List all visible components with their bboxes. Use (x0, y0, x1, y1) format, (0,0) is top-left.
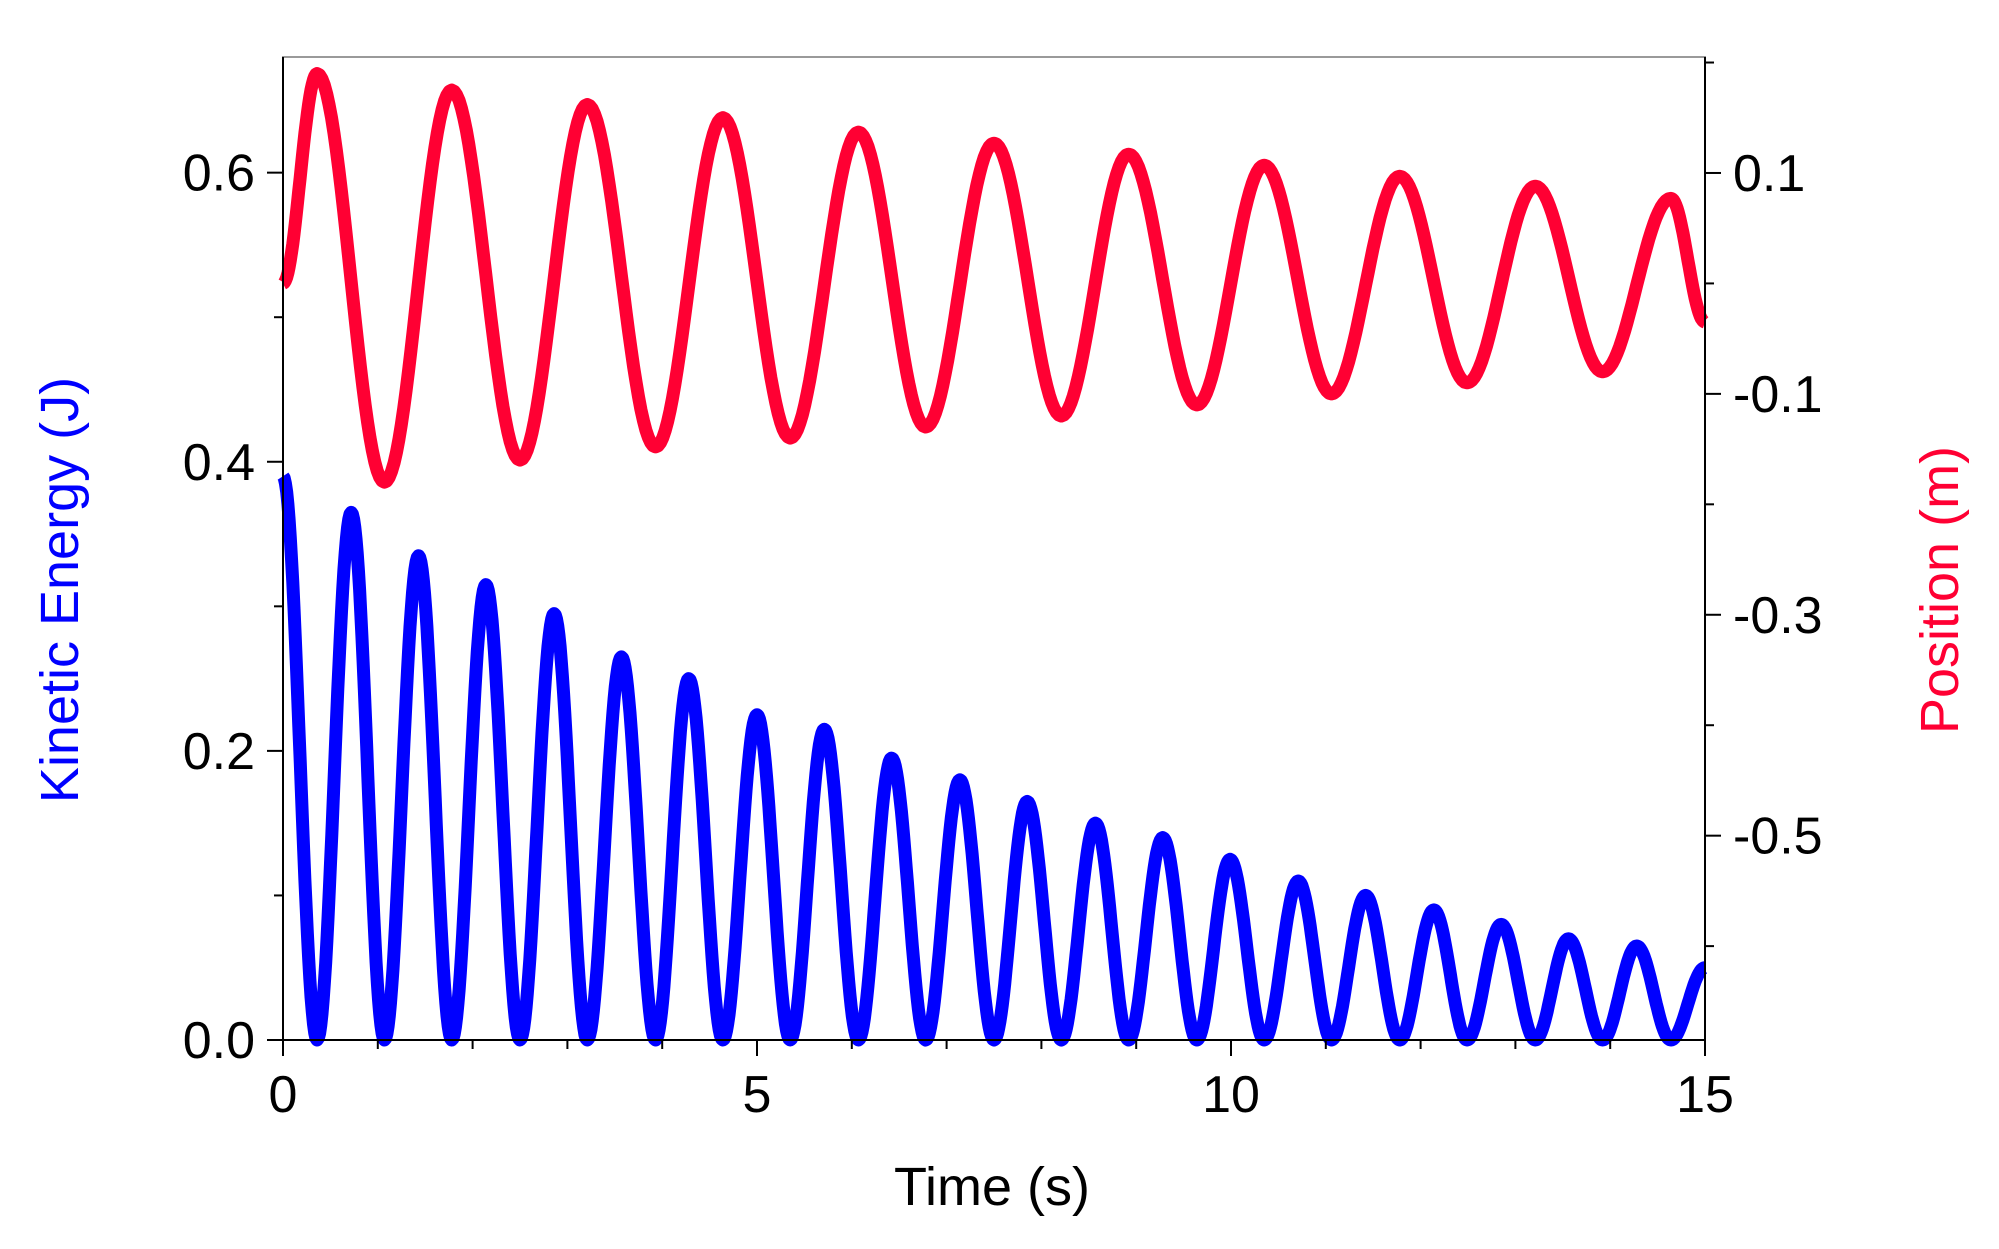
plot-frame (282, 56, 1706, 1041)
position-series-line (277, 67, 1711, 489)
y-left-tick-label: 0.0 (183, 1012, 255, 1070)
y-left-tick-label: 0.4 (183, 434, 255, 492)
y-left-tick-label: 0.6 (183, 145, 255, 203)
y-right-tick-label: -0.1 (1733, 366, 1823, 424)
plot-area (277, 67, 1711, 1047)
plot-border (282, 56, 1706, 1041)
kinetic-energy-series-line (277, 471, 1711, 1047)
axis-ticks: 0 5 10 15 0.0 0.2 0.4 0.6 0.1 -0.1 -0.3 -0.5 (183, 61, 1823, 1124)
x-tick-label: 15 (1676, 1066, 1734, 1124)
x-tick-label: 10 (1202, 1066, 1260, 1124)
y-right-axis-title: Position (m) (1910, 446, 1970, 734)
y-right-tick-label: -0.3 (1733, 587, 1823, 645)
x-tick-label: 0 (269, 1066, 298, 1124)
x-axis-title: Time (s) (894, 1157, 1090, 1217)
x-tick-label: 5 (743, 1066, 772, 1124)
y-left-axis-title: Kinetic Energy (J) (30, 377, 90, 803)
y-left-tick-label: 0.2 (183, 723, 255, 781)
y-right-tick-label: 0.1 (1733, 145, 1805, 203)
y-right-tick-label: -0.5 (1733, 808, 1823, 866)
